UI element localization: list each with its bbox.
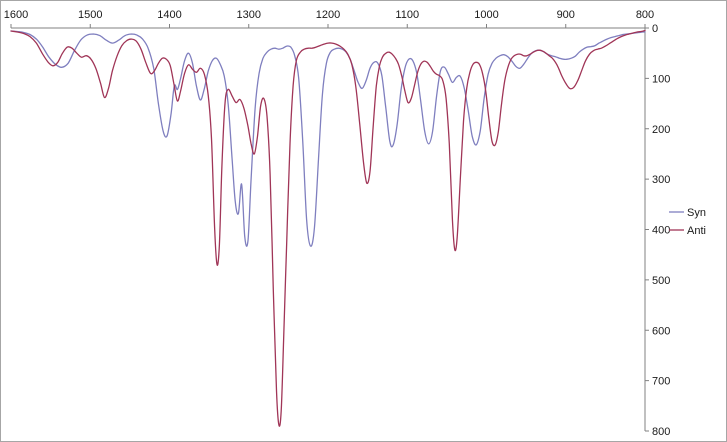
legend-item-anti[interactable]: Anti (669, 225, 706, 237)
y-axis-tick-label: 800 (652, 426, 670, 438)
legend-label: Syn (687, 207, 706, 219)
y-axis-tick-label: 300 (652, 174, 670, 186)
x-axis-tick-label: 1000 (474, 9, 498, 21)
legend-label: Anti (687, 225, 706, 237)
y-axis-tick-label: 700 (652, 376, 670, 388)
y-axis-tick-label: 400 (652, 225, 670, 237)
series-line-anti (10, 29, 646, 427)
x-axis-tick-label: 1100 (395, 9, 419, 21)
x-axis-tick-label: 1600 (4, 9, 28, 21)
x-axis-tick-label: 900 (557, 9, 575, 21)
y-axis-tick-label: 200 (652, 124, 670, 136)
series-line-syn (10, 30, 646, 247)
y-axis-tick-label: 600 (652, 325, 670, 337)
y-axis-tick-label: 100 (652, 73, 670, 85)
y-axis-tick-label: 500 (652, 275, 670, 287)
x-axis-tick-label: 1300 (237, 9, 261, 21)
x-axis-tick-label: 1200 (316, 9, 340, 21)
x-axis-tick-label: 1400 (157, 9, 181, 21)
legend-item-syn[interactable]: Syn (669, 207, 706, 219)
y-axis-tick-label: 0 (652, 23, 658, 35)
x-axis-tick-label: 1500 (78, 9, 102, 21)
x-axis-tick-label: 800 (636, 9, 654, 21)
